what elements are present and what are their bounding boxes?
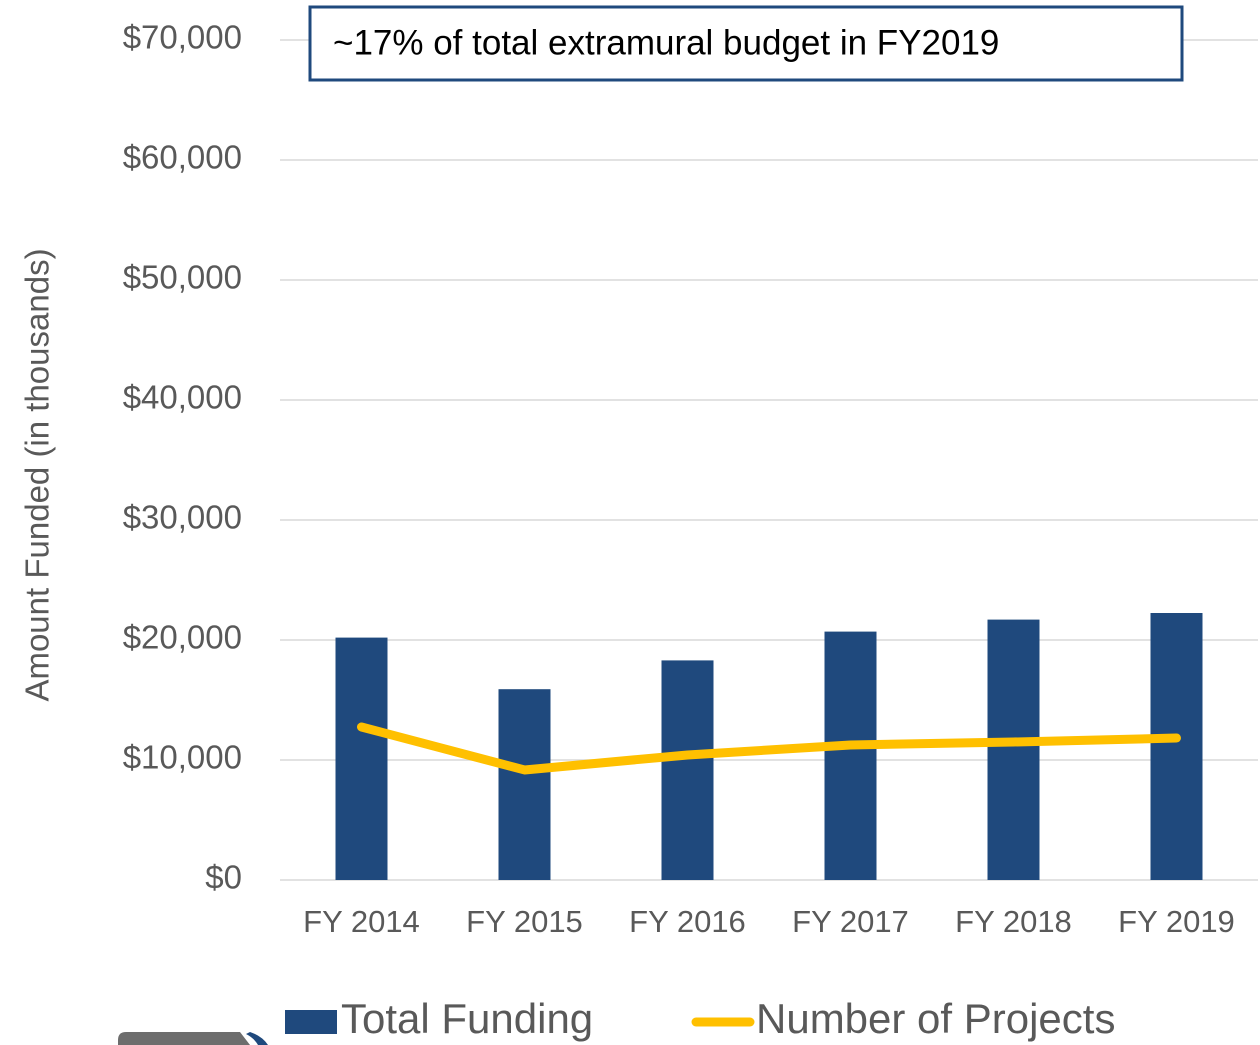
legend-swatch (285, 1010, 337, 1034)
y-tick-label: $20,000 (123, 619, 242, 656)
bar (987, 619, 1040, 880)
x-tick-label: FY 2014 (303, 904, 420, 939)
y-tick-label: $0 (205, 859, 242, 896)
annotation-box (308, 5, 1184, 82)
y-tick-label: $70,000 (123, 19, 242, 56)
bar (1150, 613, 1203, 880)
y-tick-label: $50,000 (123, 259, 242, 296)
x-tick-label: FY 2017 (792, 904, 909, 939)
y-axis-label: Amount Funded (in thousands) (19, 248, 56, 701)
legend-label: Total Funding (341, 995, 593, 1042)
bar (335, 637, 388, 880)
legend-label: Number of Projects (756, 995, 1115, 1042)
y-tick-label: $30,000 (123, 499, 242, 536)
bar (498, 689, 551, 880)
annotation: ~17% of total extramural budget in FY201… (333, 23, 999, 62)
x-tick-label: FY 2016 (629, 904, 746, 939)
logo-accent (246, 1032, 268, 1045)
x-tick-label: FY 2019 (1118, 904, 1235, 939)
x-tick-label: FY 2018 (955, 904, 1072, 939)
bar (661, 660, 714, 880)
bar (824, 631, 877, 880)
logo (118, 1032, 250, 1045)
x-tick-label: FY 2015 (466, 904, 583, 939)
line (357, 722, 1181, 775)
y-tick-label: $10,000 (123, 739, 242, 776)
y-tick-label: $60,000 (123, 139, 242, 176)
y-tick-label: $40,000 (123, 379, 242, 416)
